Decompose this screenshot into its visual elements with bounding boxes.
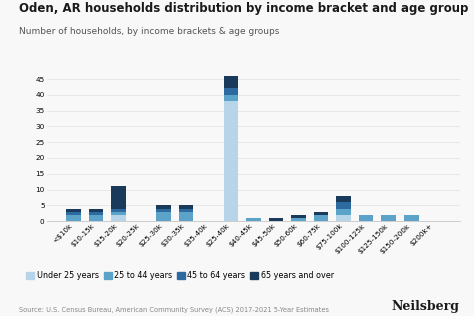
Legend: Under 25 years, 25 to 44 years, 45 to 64 years, 65 years and over: Under 25 years, 25 to 44 years, 45 to 64… bbox=[23, 268, 337, 283]
Bar bbox=[66, 209, 81, 212]
Bar bbox=[404, 215, 419, 221]
Bar bbox=[179, 212, 193, 221]
Bar bbox=[179, 205, 193, 209]
Text: Number of households, by income brackets & age groups: Number of households, by income brackets… bbox=[19, 27, 279, 36]
Bar bbox=[89, 215, 103, 221]
Bar bbox=[337, 215, 351, 221]
Bar bbox=[111, 209, 126, 212]
Bar bbox=[224, 101, 238, 221]
Bar bbox=[224, 95, 238, 101]
Bar bbox=[66, 215, 81, 221]
Bar bbox=[111, 215, 126, 221]
Bar bbox=[156, 205, 171, 209]
Text: Oden, AR households distribution by income bracket and age group: Oden, AR households distribution by inco… bbox=[19, 2, 468, 15]
Bar bbox=[179, 209, 193, 212]
Text: Neilsberg: Neilsberg bbox=[392, 300, 460, 313]
Bar bbox=[111, 212, 126, 215]
Bar bbox=[359, 215, 374, 221]
Bar bbox=[337, 196, 351, 202]
Bar bbox=[314, 215, 328, 221]
Bar bbox=[224, 76, 238, 88]
Bar bbox=[156, 212, 171, 221]
Bar bbox=[382, 215, 396, 221]
Bar bbox=[156, 209, 171, 212]
Bar bbox=[66, 212, 81, 215]
Bar bbox=[269, 218, 283, 221]
Bar bbox=[111, 186, 126, 209]
Bar bbox=[292, 218, 306, 221]
Bar bbox=[337, 202, 351, 209]
Bar bbox=[224, 88, 238, 95]
Bar bbox=[292, 215, 306, 218]
Bar bbox=[246, 218, 261, 221]
Bar bbox=[337, 209, 351, 215]
Bar bbox=[89, 209, 103, 212]
Text: Source: U.S. Census Bureau, American Community Survey (ACS) 2017-2021 5-Year Est: Source: U.S. Census Bureau, American Com… bbox=[19, 306, 329, 313]
Bar bbox=[89, 212, 103, 215]
Bar bbox=[314, 212, 328, 215]
